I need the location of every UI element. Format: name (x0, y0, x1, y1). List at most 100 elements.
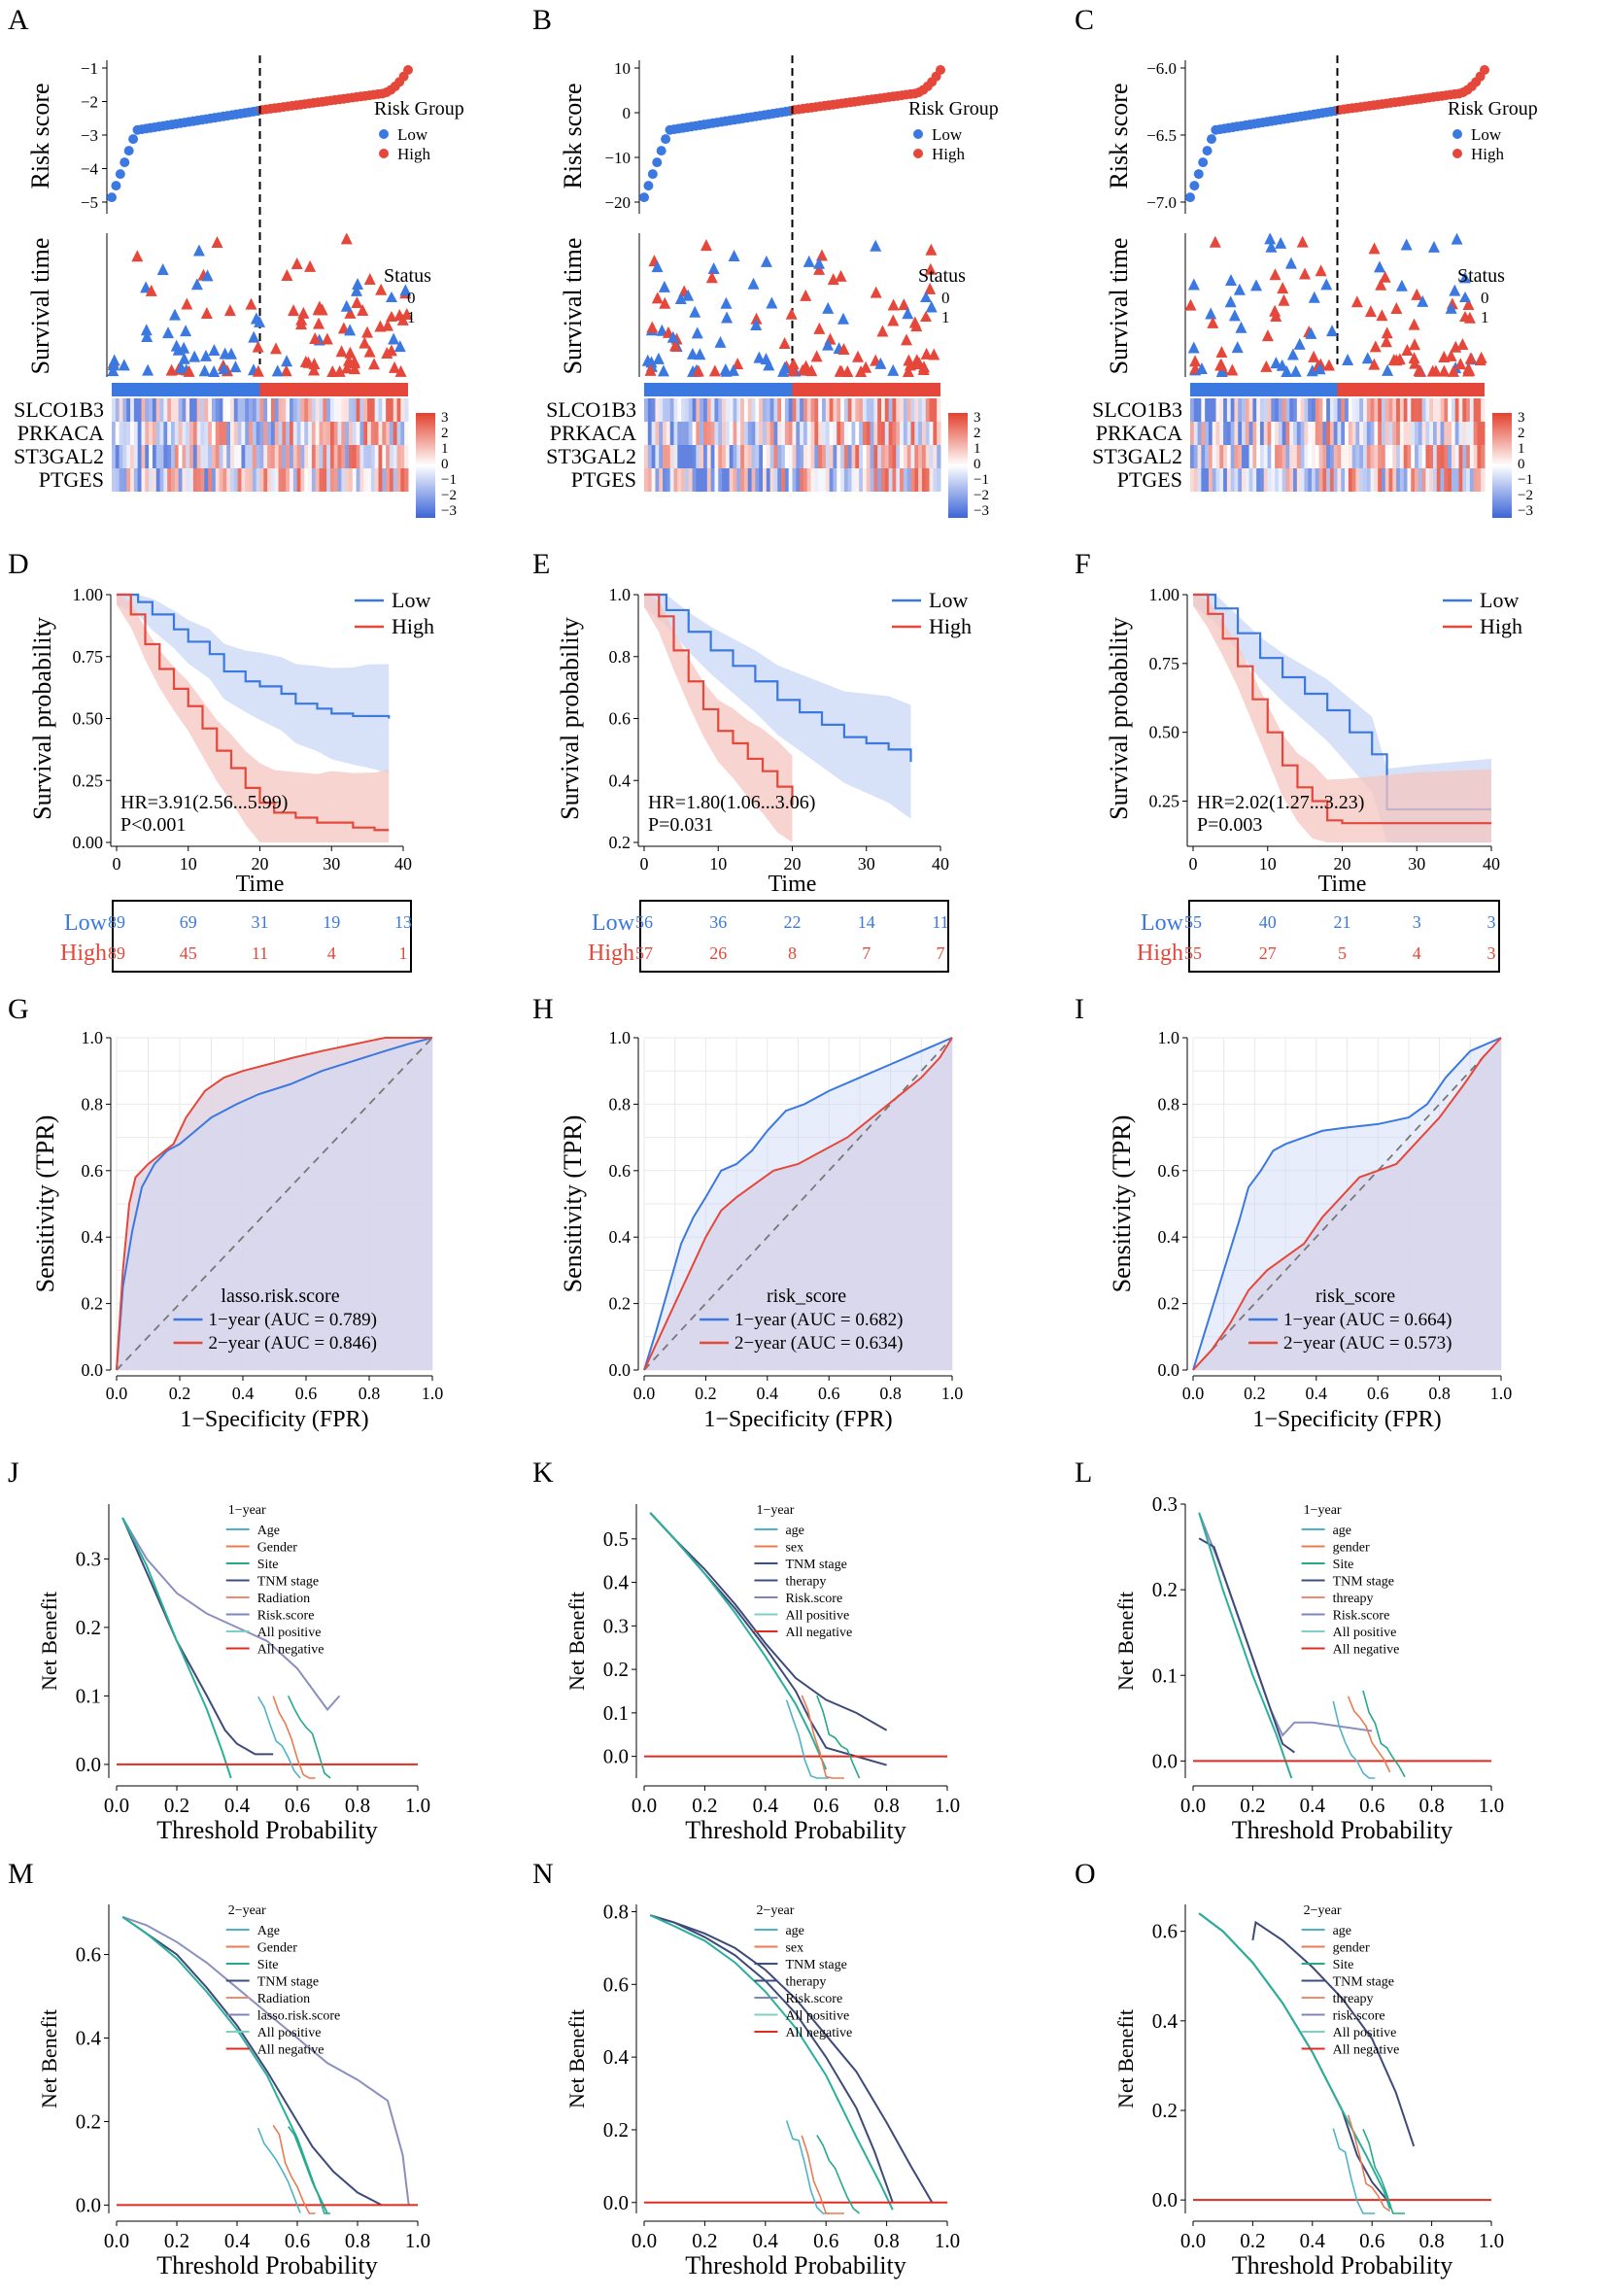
heat-cell (1263, 398, 1269, 422)
dca-legend-title: 2−year (228, 1903, 266, 1918)
status-triangle (1445, 301, 1457, 314)
heat-cell (182, 445, 187, 468)
heat-cell (1473, 445, 1478, 468)
km-legend-label: Low (392, 588, 430, 612)
heat-cell (1399, 445, 1405, 468)
heat-cell (286, 468, 290, 492)
risk-table-high-count: 8 (788, 943, 797, 963)
heat-cell (1333, 422, 1338, 445)
heat-cell (896, 445, 901, 468)
heat-cell (237, 468, 242, 492)
legend-status1-label: 1 (407, 308, 416, 326)
status-triangle (295, 318, 308, 330)
status-triangle (787, 363, 800, 376)
heat-cell (888, 422, 893, 445)
heat-cell (126, 398, 131, 422)
roc-curve-2year (1192, 1037, 1502, 1371)
heat-cell (1242, 468, 1247, 492)
heat-cell (1444, 468, 1449, 492)
km-ylabel: Survival probability (1105, 617, 1133, 820)
heat-cell (843, 422, 849, 445)
dca-ytick-label: 0.2 (1152, 2099, 1178, 2122)
status-triangle (1308, 350, 1320, 362)
status-triangle (375, 283, 388, 295)
heat-cell (1384, 445, 1390, 468)
legend-high-dot (913, 149, 923, 158)
heat-cell (1429, 422, 1434, 445)
legend-status1-icon (920, 311, 932, 322)
heat-cell (359, 468, 364, 492)
heat-cell (204, 445, 209, 468)
heat-cell (1469, 468, 1475, 492)
dca-legend-title: 2−year (1304, 1903, 1342, 1918)
heat-cell (1384, 468, 1390, 492)
heat-cell (349, 468, 354, 492)
risk-table-box (1188, 900, 1500, 973)
heat-cell (700, 398, 704, 422)
risk-point (1185, 192, 1195, 203)
km-ytick-label: 0.8 (609, 647, 632, 667)
heat-cell (323, 398, 327, 422)
heat-cell (145, 468, 150, 492)
heat-cell (1256, 398, 1261, 422)
heat-cell (386, 445, 391, 468)
heat-cell (1205, 398, 1210, 422)
heat-cell (304, 398, 309, 422)
status-triangle (309, 332, 322, 345)
status-triangle (326, 364, 339, 377)
heat-cell (1462, 398, 1467, 422)
dca-legend-label: Risk.score (785, 1592, 842, 1606)
dca-legend-label: TNM stage (1333, 1975, 1394, 1990)
heat-cell (259, 422, 264, 445)
heat-cell (282, 398, 287, 422)
heat-cell (323, 468, 327, 492)
heat-cell (1411, 468, 1416, 492)
risk-table-low-count: 36 (709, 912, 727, 932)
heat-cell (669, 468, 674, 492)
heat-cell (226, 445, 231, 468)
km-ytick-label: 1.00 (73, 585, 104, 604)
heat-cell (729, 468, 734, 492)
risk-table-low-count: 11 (932, 912, 948, 932)
heat-cell (304, 445, 309, 468)
heat-cell (1425, 422, 1430, 445)
status-triangle (694, 348, 706, 360)
heat-cell (304, 468, 309, 492)
heat-cell (681, 445, 686, 468)
heat-cell (918, 422, 923, 445)
heat-cell (1411, 422, 1416, 445)
heat-cell (803, 468, 808, 492)
roc-curve-1year (1192, 1037, 1502, 1371)
heat-cell (393, 422, 398, 445)
risk-table-high-count: 4 (327, 943, 336, 963)
status-triangle (860, 360, 872, 373)
heat-cell (1421, 422, 1426, 445)
heat-cell (747, 398, 753, 422)
heat-cell (843, 445, 849, 468)
status-triangle (721, 311, 734, 324)
dca-legend-label: Site (257, 1558, 279, 1572)
dca-xtick-label: 0.2 (692, 1794, 717, 1817)
km-ytick-label: 1.0 (609, 585, 632, 604)
status-triangle (142, 363, 154, 376)
dca-xtick-label: 0.4 (1300, 1794, 1326, 1817)
status-triangle (719, 363, 732, 376)
heat-cell (1407, 468, 1412, 492)
heat-tick-label: −3 (974, 503, 989, 519)
heat-cell (1333, 445, 1338, 468)
roc-xtick-label: 1.0 (941, 1384, 964, 1403)
heat-tick-label: −1 (441, 472, 457, 488)
heat-cell (1201, 422, 1206, 445)
heat-cell (400, 422, 405, 445)
heat-cell (1481, 445, 1486, 468)
heat-cell (870, 445, 874, 468)
heat-cell (837, 398, 841, 422)
km-xtick-label: 30 (858, 854, 875, 874)
risk-table-high-count: 4 (1413, 943, 1421, 963)
heat-cell (278, 422, 283, 445)
heat-cell (130, 398, 135, 422)
heat-cell (743, 398, 749, 422)
panel-letter-L: L (1075, 1456, 1092, 1489)
dca-legend-label: All positive (257, 2026, 322, 2040)
